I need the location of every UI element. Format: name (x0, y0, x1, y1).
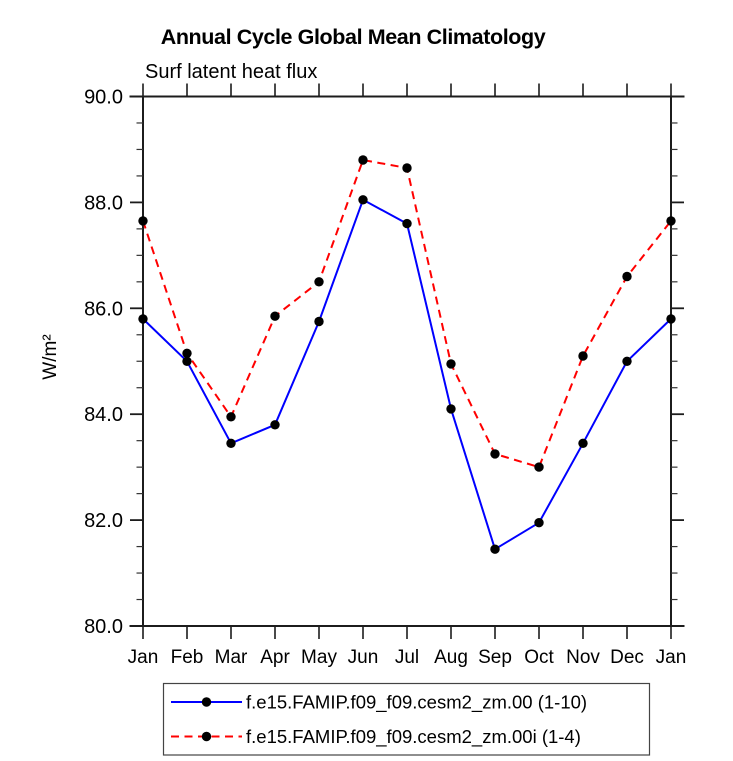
x-tick-label: Jun (348, 647, 379, 668)
data-point-marker (402, 218, 412, 229)
data-point-marker (226, 412, 236, 422)
y-tick-label: 84.0 (84, 404, 123, 426)
data-series (138, 155, 676, 554)
series-line (142, 198, 672, 551)
y-tick-label: 88.0 (84, 192, 123, 214)
y-tick-label: 86.0 (84, 298, 123, 320)
data-point-marker (358, 195, 368, 205)
data-point-marker (578, 351, 588, 361)
data-point-marker (534, 462, 544, 472)
data-point-marker (270, 311, 280, 321)
data-point-marker (138, 314, 148, 324)
data-point-marker (182, 356, 192, 366)
data-point-marker (446, 359, 456, 369)
data-point-marker (182, 348, 192, 358)
x-tick-label: Jul (395, 647, 419, 668)
y-tick-label: 90.0 (84, 87, 123, 109)
data-point-marker (490, 544, 500, 554)
data-point-marker (314, 277, 324, 287)
x-tick-label: Aug (434, 647, 468, 668)
y-tick-label: 80.0 (84, 616, 123, 638)
y-axis-label: W/m² (40, 334, 61, 379)
data-point-marker (446, 404, 456, 414)
y-tick-label: 82.0 (84, 510, 123, 532)
legend-marker-icon (201, 731, 212, 742)
legend-marker-icon (201, 697, 212, 707)
data-point-marker (666, 216, 676, 226)
legend-box (162, 682, 651, 756)
x-tick-label: Sep (478, 647, 512, 668)
x-tick-label: Mar (215, 647, 248, 668)
legend: f.e15.FAMIP.f09_f09.cesm2_zm.00 (1-10) f… (162, 682, 651, 756)
x-tick-label: Apr (260, 647, 290, 668)
data-point-marker (358, 155, 368, 165)
data-point-marker (314, 316, 324, 327)
x-tick-label: Feb (171, 647, 204, 668)
data-point-marker (622, 356, 632, 366)
x-tick-label: May (301, 647, 337, 668)
data-point-marker (270, 420, 280, 430)
chart-subtitle: Surf latent heat flux (145, 61, 317, 83)
x-tick-label: Nov (566, 647, 600, 668)
legend-label-series1: f.e15.FAMIP.f09_f09.cesm2_zm.00 (1-10) (246, 692, 587, 714)
data-point-marker (226, 438, 236, 448)
data-point-marker (622, 271, 632, 282)
data-point-marker (490, 449, 500, 459)
x-tick-label: Jan (656, 647, 687, 668)
data-point-marker (534, 518, 544, 528)
data-point-marker (666, 314, 676, 324)
data-point-marker (578, 438, 588, 448)
legend-label-series2: f.e15.FAMIP.f09_f09.cesm2_zm.00i (1-4) (246, 726, 581, 748)
data-point-marker (138, 216, 148, 226)
series-line (142, 159, 672, 469)
x-tick-label: Jan (128, 647, 159, 668)
data-point-marker (402, 163, 412, 173)
chart-title: Annual Cycle Global Mean Climatology (161, 25, 546, 49)
x-tick-label: Oct (524, 647, 554, 668)
x-tick-label: Dec (610, 647, 644, 668)
